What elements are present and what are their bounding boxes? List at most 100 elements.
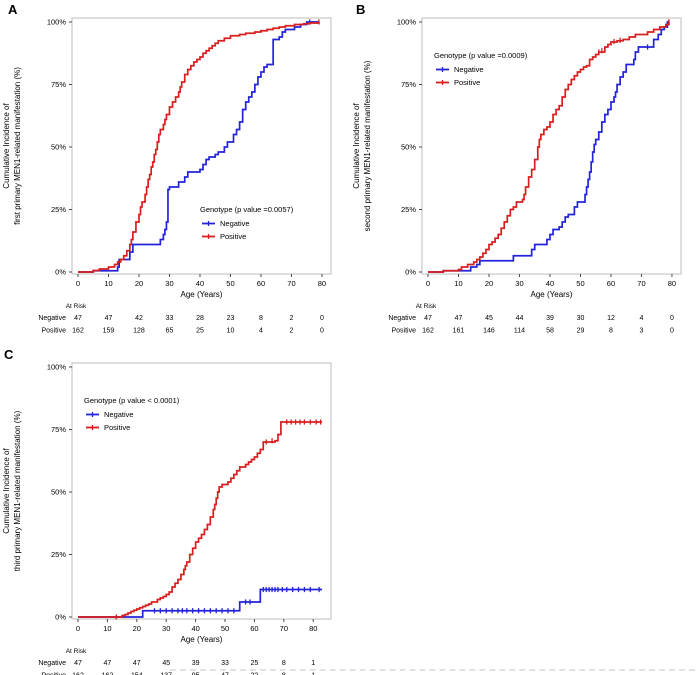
x-tick-label: 40: [191, 624, 199, 633]
panel-a-label: A: [8, 2, 18, 17]
at-risk-row-label: Negative: [38, 315, 66, 322]
x-tick-label: 0: [76, 624, 80, 633]
x-tick-label: 60: [257, 279, 265, 288]
y-tick-label: 50%: [51, 143, 66, 152]
at-risk-row-label: Positive: [41, 328, 66, 335]
at-risk-value: 47: [455, 315, 463, 322]
plot-panel-border: [71, 17, 332, 275]
legend-label: Positive: [220, 232, 246, 241]
x-tick-label: 20: [485, 279, 493, 288]
at-risk-value: 45: [485, 315, 493, 322]
at-risk-value: 47: [74, 315, 82, 322]
series-line-negative: [78, 588, 323, 618]
legend-label: Negative: [104, 410, 134, 419]
y-axis-title-line2: first primary MEN1-related manifestation…: [13, 67, 22, 225]
at-risk-value: 95: [192, 673, 200, 675]
at-risk-value: 0: [320, 315, 324, 322]
x-tick-label: 20: [133, 624, 141, 633]
at-risk-value: 162: [102, 673, 114, 675]
at-risk-row-label: Positive: [391, 328, 416, 335]
y-tick-label: 50%: [401, 143, 416, 152]
x-tick-label: 80: [309, 624, 317, 633]
x-axis-title: Age (Years): [181, 290, 223, 299]
at-risk-value: 159: [103, 328, 115, 335]
at-risk-value: 2: [290, 328, 294, 335]
x-tick-label: 30: [515, 279, 523, 288]
x-tick-label: 80: [668, 279, 676, 288]
legend-label: Negative: [220, 219, 250, 228]
at-risk-header: At Risk: [416, 303, 437, 310]
at-risk-value: 25: [251, 660, 259, 667]
at-risk-value: 39: [192, 660, 200, 667]
legend-label: Negative: [454, 65, 484, 74]
legend-title: Genotype (p value =0.0057): [200, 205, 294, 214]
at-risk-value: 162: [72, 673, 84, 675]
at-risk-value: 58: [546, 328, 554, 335]
at-risk-value: 47: [424, 315, 432, 322]
y-tick-label: 100%: [47, 18, 67, 27]
at-risk-value: 44: [516, 315, 524, 322]
plot-panel-border: [421, 17, 682, 275]
x-tick-label: 40: [196, 279, 204, 288]
y-tick-label: 100%: [397, 18, 417, 27]
series-line-negative: [428, 21, 669, 273]
at-risk-value: 162: [72, 328, 84, 335]
x-axis-title: Age (Years): [531, 290, 573, 299]
at-risk-value: 128: [133, 328, 145, 335]
cropped-caption-artifact: [170, 669, 695, 671]
x-tick-label: 0: [76, 279, 80, 288]
plot-panel-border: [71, 362, 332, 620]
x-axis-title: Age (Years): [181, 635, 223, 644]
y-tick-label: 25%: [401, 205, 416, 214]
at-risk-value: 33: [221, 660, 229, 667]
at-risk-value: 47: [133, 660, 141, 667]
y-axis-title-line2: second primary MEN1-related manifestatio…: [363, 60, 372, 231]
at-risk-value: 23: [227, 315, 235, 322]
panel-b-label: B: [356, 2, 366, 17]
x-tick-label: 60: [250, 624, 258, 633]
at-risk-value: 137: [160, 673, 172, 675]
series-line-positive: [78, 421, 323, 618]
panel-b: B 0% 25% 50% 75% 100% 0 10 20 30 40 50 60 70 80 Age (Y…: [350, 0, 700, 340]
at-risk-row-label: Negative: [38, 660, 66, 667]
x-tick-label: 80: [318, 279, 326, 288]
at-risk-value: 161: [453, 328, 465, 335]
at-risk-value: 162: [422, 328, 434, 335]
at-risk-value: 3: [640, 328, 644, 335]
panel-c-chart: 0% 25% 50% 75% 100% 0 10 20 30 40 50 60 70 80 Age (Yea…: [2, 362, 332, 675]
at-risk-value: 47: [104, 660, 112, 667]
at-risk-value: 45: [162, 660, 170, 667]
at-risk-value: 28: [196, 315, 204, 322]
at-risk-value: 1: [311, 673, 315, 675]
y-tick-label: 75%: [51, 80, 66, 89]
at-risk-value: 12: [607, 315, 615, 322]
y-tick-label: 0%: [405, 268, 416, 277]
at-risk-value: 39: [546, 315, 554, 322]
panel-c-label: C: [4, 347, 14, 362]
y-tick-label: 0%: [55, 268, 66, 277]
x-tick-label: 50: [221, 624, 229, 633]
y-tick-label: 25%: [51, 205, 66, 214]
at-risk-value: 29: [577, 328, 585, 335]
at-risk-value: 4: [259, 328, 263, 335]
x-tick-label: 50: [576, 279, 584, 288]
panel-a: A 0% 25% 50% 75% 100% 0 10 20 30 40 50 60 70 80 Age (Y…: [0, 0, 350, 340]
at-risk-value: 1: [311, 660, 315, 667]
x-tick-label: 10: [104, 279, 112, 288]
at-risk-value: 22: [251, 673, 259, 675]
at-risk-value: 47: [105, 315, 113, 322]
series-line-negative: [78, 21, 319, 273]
at-risk-value: 0: [670, 315, 674, 322]
legend-title: Genotype (p value =0.0009): [434, 51, 528, 60]
x-tick-label: 70: [287, 279, 295, 288]
y-tick-label: 75%: [401, 80, 416, 89]
at-risk-value: 47: [74, 660, 82, 667]
y-tick-label: 100%: [47, 363, 67, 372]
x-tick-label: 70: [280, 624, 288, 633]
legend-label: Positive: [104, 423, 130, 432]
y-tick-label: 75%: [51, 425, 66, 434]
at-risk-header: At Risk: [66, 648, 87, 655]
y-axis-title-line1: Cumulative Incidence of: [2, 103, 11, 189]
